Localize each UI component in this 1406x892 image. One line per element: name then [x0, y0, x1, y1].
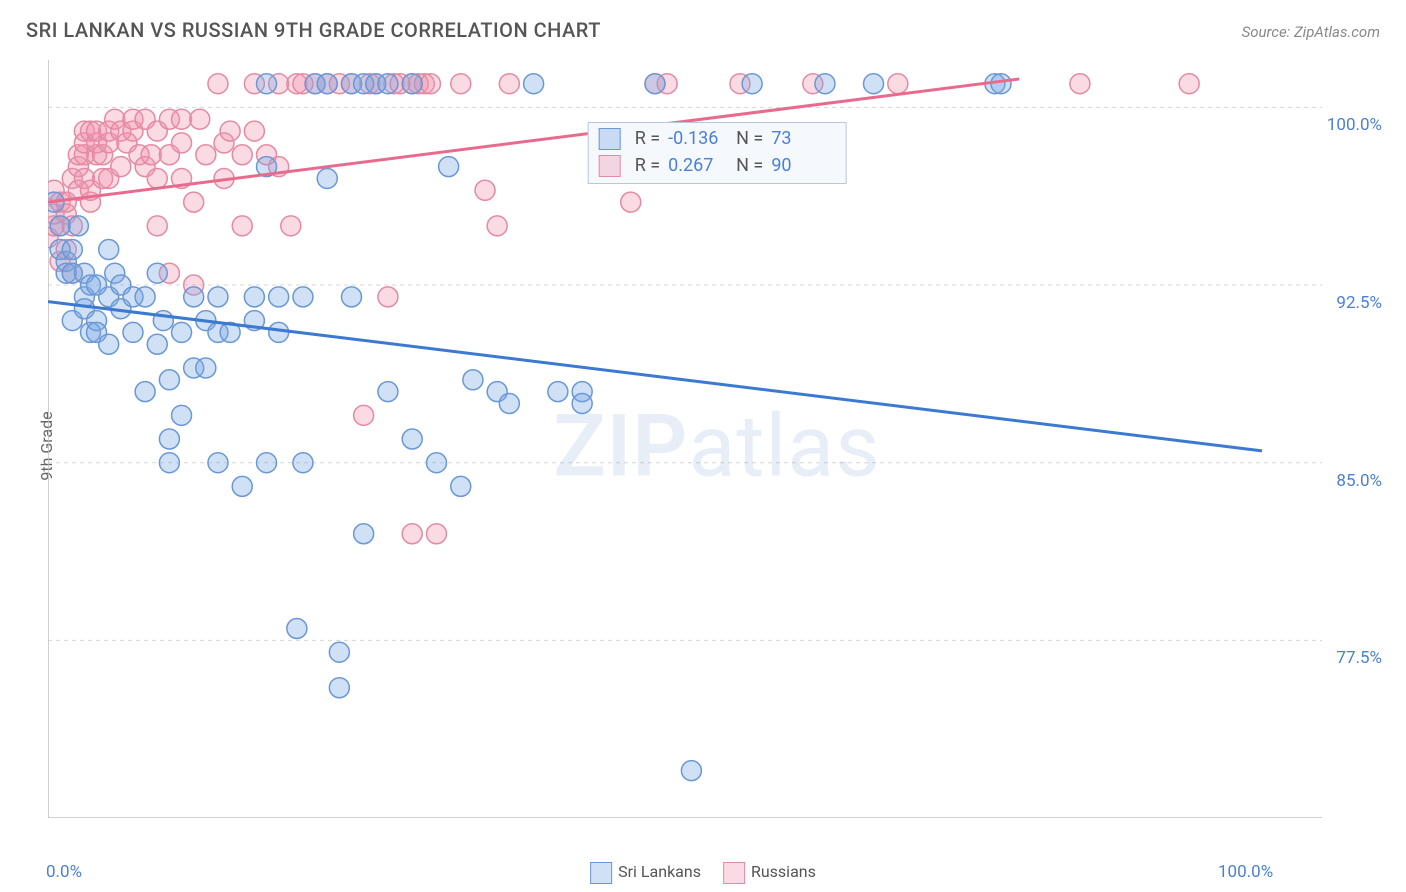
x-tick-label: 0.0%	[46, 862, 82, 882]
y-tick-label: 92.5%	[1336, 293, 1382, 313]
legend-item: Russians	[723, 862, 816, 884]
chart-area: ZIPatlas R = -0.136N = 73R = 0.267N = 90	[48, 60, 1386, 832]
series-legend: Sri Lankans Russians	[590, 862, 816, 884]
legend-swatch	[599, 155, 621, 177]
correlation-legend: R = -0.136N = 73R = 0.267N = 90	[588, 122, 847, 184]
legend-item: Sri Lankans	[590, 862, 701, 884]
x-tick-label: 100.0%	[1218, 862, 1273, 882]
source-attribution: Source: ZipAtlas.com	[1242, 23, 1380, 41]
correlation-row: R = -0.136N = 73	[599, 125, 832, 152]
chart-title: SRI LANKAN VS RUSSIAN 9TH GRADE CORRELAT…	[26, 18, 601, 42]
legend-swatch	[599, 128, 621, 150]
y-tick-label: 77.5%	[1336, 648, 1382, 668]
legend-swatch	[590, 862, 612, 884]
correlation-row: R = 0.267N = 90	[599, 152, 832, 179]
y-tick-label: 100.0%	[1327, 115, 1382, 135]
y-tick-label: 85.0%	[1336, 471, 1382, 491]
legend-swatch	[723, 862, 745, 884]
